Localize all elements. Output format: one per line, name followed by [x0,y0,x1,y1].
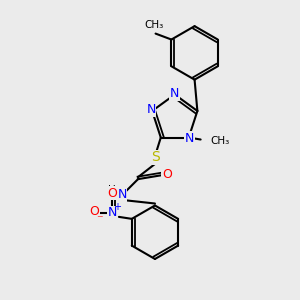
Text: N: N [170,87,179,100]
Text: CH₃: CH₃ [211,136,230,146]
Text: O: O [162,168,172,181]
Text: N: N [185,132,194,145]
Text: S: S [152,150,160,164]
Text: N: N [107,206,117,219]
Text: O: O [89,206,99,218]
Text: H: H [108,185,116,195]
Text: N: N [118,188,127,202]
Text: CH₃: CH₃ [144,20,163,30]
Text: ⁻: ⁻ [96,213,102,226]
Text: N: N [146,103,156,116]
Text: +: + [113,202,121,212]
Text: O: O [107,187,117,200]
